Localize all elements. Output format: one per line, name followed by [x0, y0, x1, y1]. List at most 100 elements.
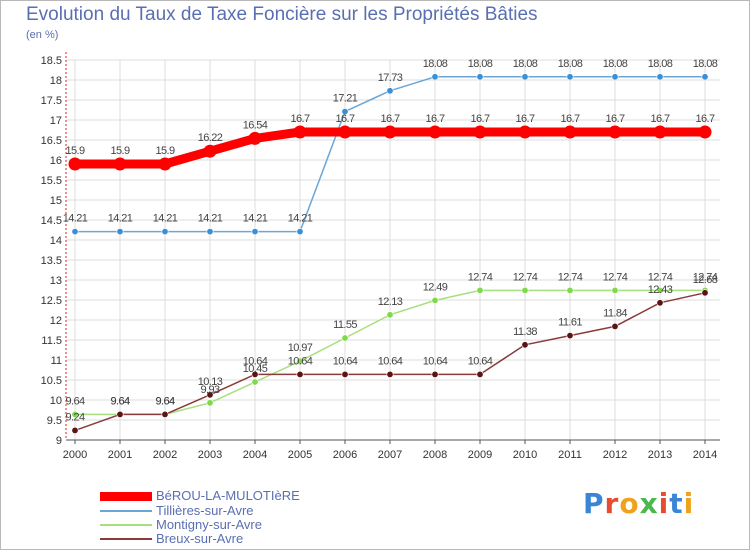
data-label: 12.74	[513, 271, 538, 283]
data-label: 10.64	[243, 355, 268, 367]
data-point	[386, 87, 394, 95]
legend-label: Breux-sur-Avre	[156, 531, 244, 546]
data-point	[653, 125, 667, 139]
data-point	[566, 332, 574, 340]
data-label: 9.64	[110, 395, 129, 407]
logo-letter: i	[658, 487, 670, 520]
data-point	[431, 296, 439, 304]
x-tick-label: 2006	[333, 449, 357, 461]
data-point	[431, 73, 439, 81]
y-tick-label: 18.5	[41, 55, 62, 67]
data-label: 18.08	[468, 58, 493, 70]
data-label: 16.7	[605, 113, 624, 125]
y-tick-label: 9.5	[47, 415, 62, 427]
logo-letter: r	[604, 487, 620, 520]
data-point	[566, 73, 574, 81]
data-label: 16.54	[243, 119, 268, 131]
data-point	[113, 157, 127, 171]
data-label: 14.21	[288, 213, 313, 225]
y-tick-label: 16	[50, 155, 62, 167]
x-tick-label: 2003	[198, 449, 222, 461]
x-tick-label: 2008	[423, 449, 447, 461]
data-point	[71, 410, 79, 418]
y-tick-label: 15	[50, 195, 62, 207]
x-tick-label: 2013	[648, 449, 672, 461]
data-point	[428, 125, 442, 139]
logo-letter: x	[639, 487, 659, 520]
data-label: 16.7	[695, 113, 714, 125]
data-label: 12.74	[648, 271, 673, 283]
data-label: 10.45	[243, 363, 268, 375]
legend-swatch	[100, 491, 152, 501]
data-label: 9.93	[200, 384, 219, 396]
data-label: 16.7	[560, 113, 579, 125]
y-tick-label: 13.5	[41, 255, 62, 267]
y-tick-label: 11	[51, 355, 62, 367]
data-label: 9.64	[155, 395, 174, 407]
data-point	[608, 125, 622, 139]
data-label: 12.74	[603, 271, 628, 283]
y-tick-label: 14	[50, 235, 62, 247]
data-point	[161, 228, 169, 236]
data-label: 18.08	[603, 58, 628, 70]
data-label: 10.64	[288, 355, 313, 367]
data-point	[203, 144, 217, 158]
legend-label: BéROU-LA-MULOTIèRE	[156, 488, 300, 503]
data-point	[296, 228, 304, 236]
data-point	[251, 378, 259, 386]
data-point	[341, 370, 349, 378]
data-point	[701, 73, 709, 81]
data-label: 12.68	[693, 274, 718, 286]
legend-swatch	[100, 524, 152, 526]
data-label: 18.08	[693, 58, 718, 70]
y-tick-label: 10.5	[41, 375, 62, 387]
x-tick-label: 2009	[468, 449, 492, 461]
data-label: 9.24	[65, 411, 84, 423]
logo-letter: t	[669, 487, 684, 520]
data-label: 11.61	[558, 317, 582, 329]
legend-label: Montigny-sur-Avre	[156, 517, 262, 532]
data-point	[386, 311, 394, 319]
data-point	[656, 73, 664, 81]
x-tick-label: 2002	[153, 449, 177, 461]
y-tick-label: 9	[56, 435, 62, 447]
data-point	[71, 426, 79, 434]
data-point	[296, 357, 304, 365]
data-label: 16.7	[335, 113, 354, 125]
legend-swatch	[100, 538, 152, 540]
data-label: 17.21	[333, 93, 358, 105]
data-point	[116, 410, 124, 418]
data-label: 16.7	[515, 113, 534, 125]
data-label: 14.21	[63, 213, 88, 225]
data-label: 9.64	[155, 395, 174, 407]
data-point	[698, 125, 712, 139]
data-point	[341, 108, 349, 116]
data-point	[476, 286, 484, 294]
data-label: 16.7	[470, 113, 489, 125]
data-label: 10.13	[198, 376, 223, 388]
data-point	[161, 410, 169, 418]
data-point	[701, 289, 709, 297]
y-tick-label: 15.5	[41, 175, 62, 187]
logo-letter: i	[683, 487, 695, 520]
data-label: 16.7	[425, 113, 444, 125]
data-point	[383, 125, 397, 139]
data-label: 11.84	[603, 307, 627, 319]
data-label: 10.97	[288, 342, 313, 354]
data-label: 16.7	[650, 113, 669, 125]
data-label: 12.74	[693, 271, 718, 283]
x-tick-label: 2007	[378, 449, 402, 461]
y-tick-label: 17.5	[41, 95, 62, 107]
data-point	[296, 370, 304, 378]
data-label: 11.38	[513, 326, 537, 338]
data-point	[656, 286, 664, 294]
data-label: 18.08	[423, 58, 448, 70]
chart-title: Evolution du Taux de Taxe Foncière sur l…	[26, 4, 538, 25]
y-tick-label: 12.5	[41, 295, 62, 307]
data-label: 12.49	[423, 281, 448, 293]
data-point	[656, 299, 664, 307]
data-point	[521, 341, 529, 349]
legend-swatch	[100, 510, 152, 512]
